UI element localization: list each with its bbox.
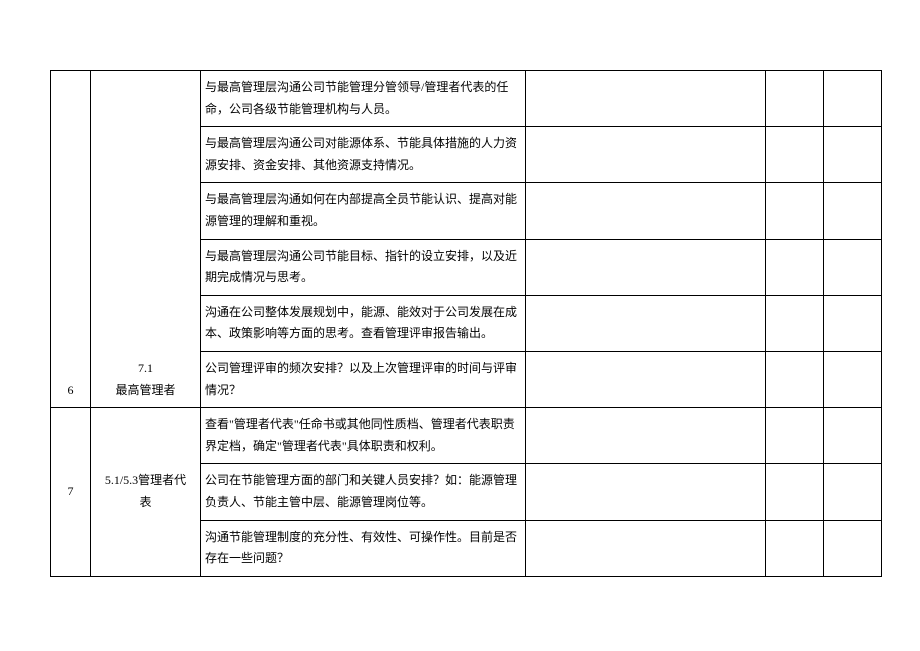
empty-cell bbox=[824, 408, 882, 464]
content-cell: 与最高管理层沟通公司对能源体系、节能具体措施的人力资源安排、资金安排、其他资源支… bbox=[201, 127, 526, 183]
content-cell: 沟通节能管理制度的充分性、有效性、可操作性。目前是否存在一些问题？ bbox=[201, 520, 526, 576]
empty-cell bbox=[766, 183, 824, 239]
empty-cell bbox=[766, 127, 824, 183]
empty-cell bbox=[824, 351, 882, 407]
empty-cell bbox=[766, 71, 824, 127]
content-cell: 与最高管理层沟通如何在内部提高全员节能认识、提高对能源管理的理解和重视。 bbox=[201, 183, 526, 239]
empty-cell bbox=[526, 71, 766, 127]
empty-cell bbox=[526, 408, 766, 464]
empty-cell bbox=[766, 408, 824, 464]
empty-cell bbox=[824, 464, 882, 520]
empty-cell bbox=[824, 71, 882, 127]
empty-cell bbox=[824, 127, 882, 183]
empty-cell bbox=[824, 295, 882, 351]
empty-cell bbox=[526, 239, 766, 295]
empty-cell bbox=[824, 520, 882, 576]
content-cell: 沟通在公司整体发展规划中，能源、能效对于公司发展在成本、政策影响等方面的思考。查… bbox=[201, 295, 526, 351]
content-cell: 公司管理评审的频次安排？以及上次管理评审的时间与评审情况？ bbox=[201, 351, 526, 407]
table-row: 75.1/5.3管理者代表查看"管理者代表"任命书或其他同性质档、管理者代表职责… bbox=[51, 408, 882, 464]
empty-cell bbox=[526, 295, 766, 351]
table-row: 67.1最高管理者与最高管理层沟通公司节能管理分管领导/管理者代表的任命，公司各… bbox=[51, 71, 882, 127]
row-number: 7 bbox=[51, 408, 91, 577]
empty-cell bbox=[526, 351, 766, 407]
audit-table: 67.1最高管理者与最高管理层沟通公司节能管理分管领导/管理者代表的任命，公司各… bbox=[50, 70, 882, 577]
section-label: 5.1/5.3管理者代表 bbox=[91, 408, 201, 577]
empty-cell bbox=[526, 520, 766, 576]
empty-cell bbox=[766, 520, 824, 576]
empty-cell bbox=[526, 183, 766, 239]
empty-cell bbox=[766, 295, 824, 351]
empty-cell bbox=[824, 183, 882, 239]
empty-cell bbox=[766, 351, 824, 407]
section-label: 7.1最高管理者 bbox=[91, 71, 201, 408]
content-cell: 与最高管理层沟通公司节能管理分管领导/管理者代表的任命，公司各级节能管理机构与人… bbox=[201, 71, 526, 127]
empty-cell bbox=[766, 239, 824, 295]
empty-cell bbox=[526, 464, 766, 520]
content-cell: 与最高管理层沟通公司节能目标、指针的设立安排，以及近期完成情况与思考。 bbox=[201, 239, 526, 295]
empty-cell bbox=[824, 239, 882, 295]
row-number: 6 bbox=[51, 71, 91, 408]
empty-cell bbox=[526, 127, 766, 183]
content-cell: 查看"管理者代表"任命书或其他同性质档、管理者代表职责界定档，确定"管理者代表"… bbox=[201, 408, 526, 464]
content-cell: 公司在节能管理方面的部门和关键人员安排？如：能源管理负责人、节能主管中层、能源管… bbox=[201, 464, 526, 520]
empty-cell bbox=[766, 464, 824, 520]
table-container: 67.1最高管理者与最高管理层沟通公司节能管理分管领导/管理者代表的任命，公司各… bbox=[50, 70, 870, 577]
